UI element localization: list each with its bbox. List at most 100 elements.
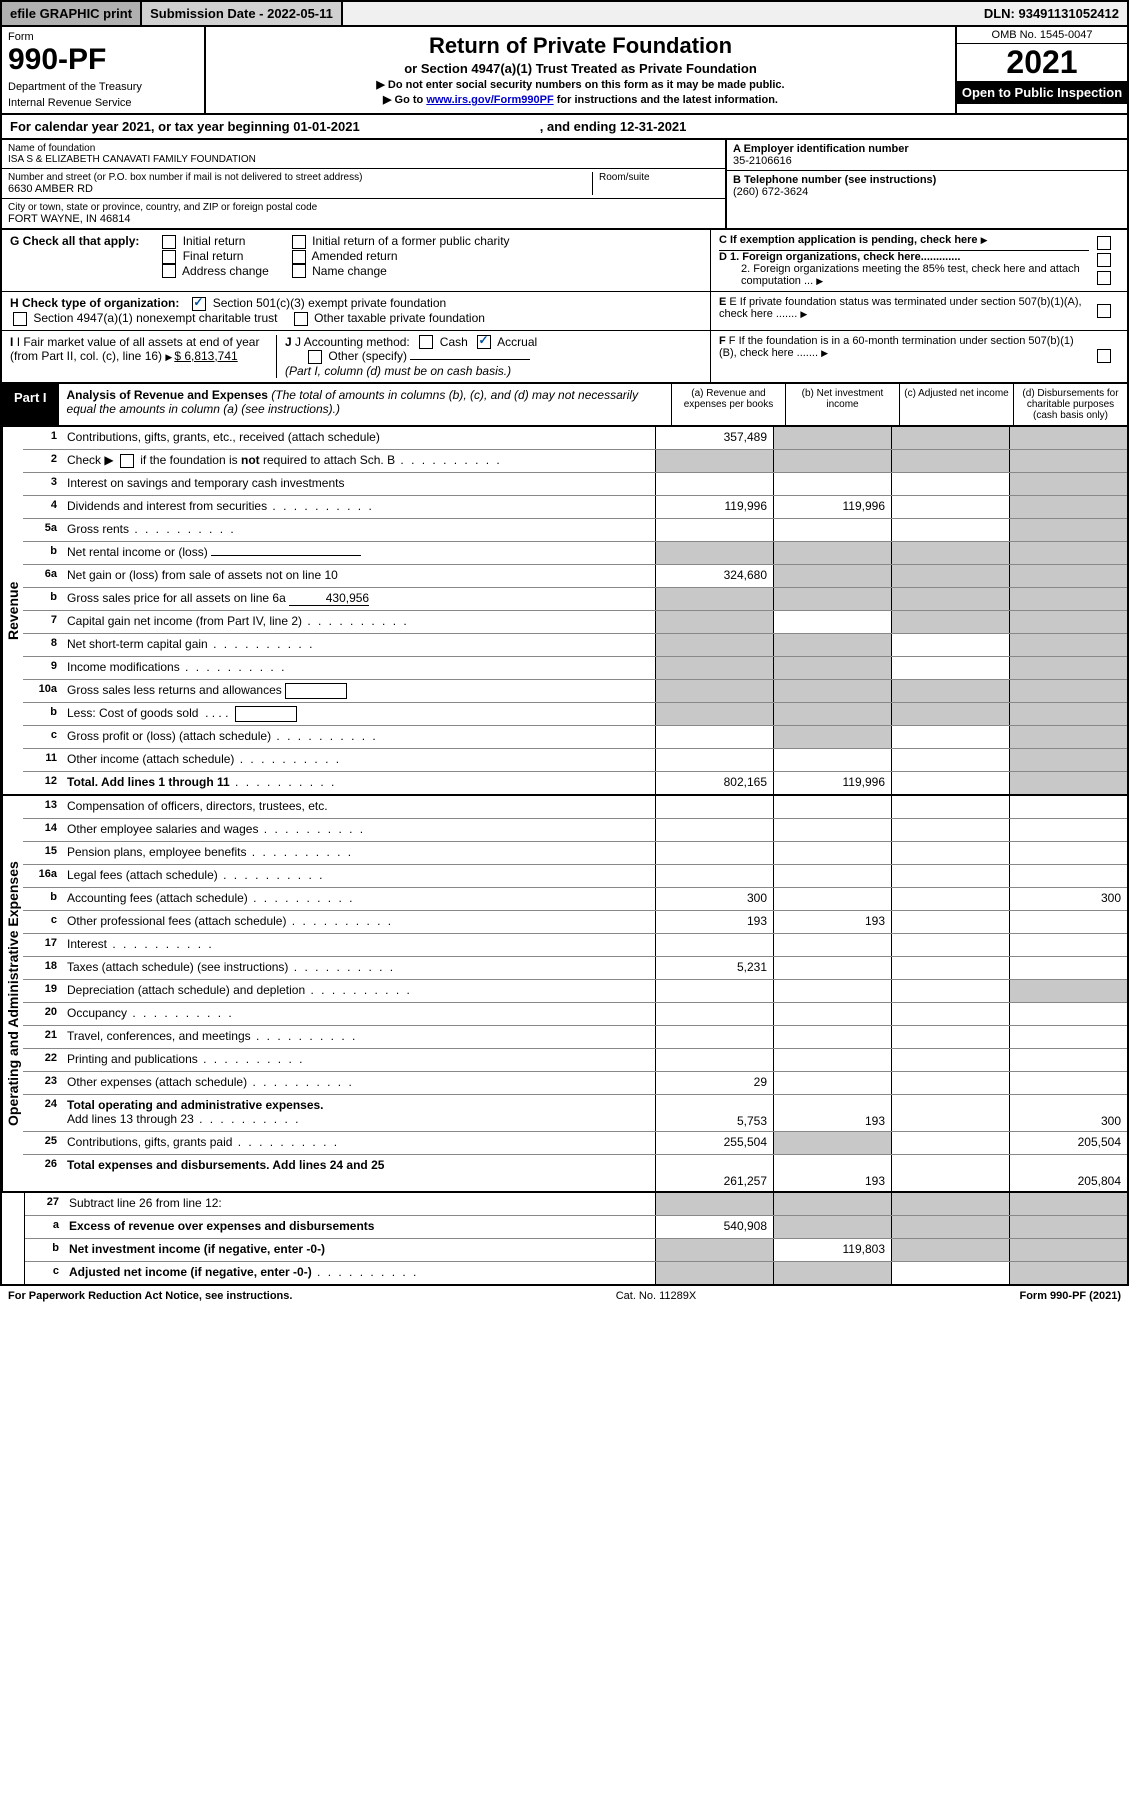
h-opt2: Section 4947(a)(1) nonexempt charitable … — [33, 311, 277, 325]
cb-501c3[interactable] — [192, 297, 206, 311]
footer-right: Form 990-PF (2021) — [1019, 1290, 1121, 1302]
g-opt5: Amended return — [311, 249, 397, 263]
line-14: 14 Other employee salaries and wages — [23, 818, 1127, 841]
line-1: 1 Contributions, gifts, grants, etc., re… — [23, 427, 1127, 449]
part1-desc: Analysis of Revenue and Expenses (The to… — [59, 384, 671, 425]
d2-label: 2. Foreign organizations meeting the 85%… — [741, 263, 1080, 287]
line-17: 17 Interest — [23, 933, 1127, 956]
tax-year: 2021 — [957, 44, 1127, 81]
d1-label: D 1. Foreign organizations, check here..… — [719, 251, 960, 263]
line-27-block: 27 Subtract line 26 from line 12: a Exce… — [0, 1193, 1129, 1286]
line-6a: 6a Net gain or (loss) from sale of asset… — [23, 564, 1127, 587]
g-opt6: Name change — [312, 264, 387, 278]
cb-other[interactable] — [308, 350, 322, 364]
expenses-side-label: Operating and Administrative Expenses — [2, 796, 23, 1191]
id-right: A Employer identification number 35-2106… — [725, 140, 1127, 228]
line-16c: c Other professional fees (attach schedu… — [23, 910, 1127, 933]
line-8: 8 Net short-term capital gain — [23, 633, 1127, 656]
cb-initial-return[interactable] — [162, 235, 176, 249]
note-pre: ▶ Go to — [383, 94, 426, 106]
note-ssn: ▶ Do not enter social security numbers o… — [210, 78, 951, 91]
title-box: Return of Private Foundation or Section … — [206, 27, 957, 113]
note-post: for instructions and the latest informat… — [554, 94, 778, 106]
line-18: 18 Taxes (attach schedule) (see instruct… — [23, 956, 1127, 979]
form-box: Form 990-PF Department of the Treasury I… — [2, 27, 206, 113]
c-label: C If exemption application is pending, c… — [719, 234, 978, 246]
cal-year-end: , and ending 12-31-2021 — [540, 119, 687, 134]
spacer-27 — [2, 1193, 25, 1284]
section-e: E E If private foundation status was ter… — [710, 292, 1127, 330]
form-word: Form — [8, 31, 198, 43]
col-b: (b) Net investment income — [785, 384, 899, 425]
col-c: (c) Adjusted net income — [899, 384, 1013, 425]
f-text: F If the foundation is in a 60-month ter… — [719, 335, 1074, 359]
line-7: 7 Capital gain net income (from Part IV,… — [23, 610, 1127, 633]
part1-header: Part I Analysis of Revenue and Expenses … — [0, 384, 1129, 427]
page-footer: For Paperwork Reduction Act Notice, see … — [0, 1286, 1129, 1306]
line-10c: c Gross profit or (loss) (attach schedul… — [23, 725, 1127, 748]
year-box: OMB No. 1545-0047 2021 Open to Public In… — [957, 27, 1127, 113]
cb-sch-b[interactable] — [120, 454, 134, 468]
g-opt2: Final return — [183, 249, 244, 263]
cb-d1[interactable] — [1097, 253, 1111, 267]
cb-final-return[interactable] — [162, 250, 176, 264]
line-27a: a Excess of revenue over expenses and di… — [25, 1215, 1127, 1238]
submission-date: Submission Date - 2022-05-11 — [142, 2, 343, 25]
revenue-side-label: Revenue — [2, 427, 23, 794]
id-left: Name of foundation ISA S & ELIZABETH CAN… — [2, 140, 725, 228]
line-16a: 16a Legal fees (attach schedule) — [23, 864, 1127, 887]
section-ij: I I Fair market value of all assets at e… — [2, 331, 710, 383]
line-15: 15 Pension plans, employee benefits — [23, 841, 1127, 864]
line-27b: b Net investment income (if negative, en… — [25, 1238, 1127, 1261]
cb-amended[interactable] — [292, 250, 306, 264]
irs-link[interactable]: www.irs.gov/Form990PF — [426, 94, 553, 106]
j-note: (Part I, column (d) must be on cash basi… — [285, 364, 511, 378]
footer-left: For Paperwork Reduction Act Notice, see … — [8, 1290, 292, 1302]
line-3: 3 Interest on savings and temporary cash… — [23, 472, 1127, 495]
line-23: 23 Other expenses (attach schedule) 29 — [23, 1071, 1127, 1094]
line-12: 12 Total. Add lines 1 through 11 802,165… — [23, 771, 1127, 794]
line-21: 21 Travel, conferences, and meetings — [23, 1025, 1127, 1048]
section-ij-f: I I Fair market value of all assets at e… — [0, 331, 1129, 385]
form-header: Form 990-PF Department of the Treasury I… — [0, 27, 1129, 115]
cb-4947[interactable] — [13, 312, 27, 326]
city-label: City or town, state or province, country… — [8, 202, 719, 213]
part1-title: Analysis of Revenue and Expenses — [67, 388, 268, 402]
name-label: Name of foundation — [8, 143, 719, 154]
j-other: Other (specify) — [328, 349, 407, 363]
cb-accrual[interactable] — [477, 335, 491, 349]
room-label: Room/suite — [599, 172, 719, 183]
line-26: 26 Total expenses and disbursements. Add… — [23, 1154, 1127, 1191]
h-label: H Check type of organization: — [10, 296, 179, 310]
line-10b: b Less: Cost of goods sold . . . . — [23, 702, 1127, 725]
cb-other-taxable[interactable] — [294, 312, 308, 326]
line-9: 9 Income modifications — [23, 656, 1127, 679]
expenses-body: 13 Compensation of officers, directors, … — [23, 796, 1127, 1191]
g-label: G Check all that apply: — [10, 234, 139, 248]
cb-cash[interactable] — [419, 335, 433, 349]
section-h-e: H Check type of organization: Section 50… — [0, 292, 1129, 331]
address-cell: Number and street (or P.O. box number if… — [2, 169, 725, 199]
identity-block: Name of foundation ISA S & ELIZABETH CAN… — [0, 140, 1129, 230]
cb-f[interactable] — [1097, 349, 1111, 363]
cb-name-change[interactable] — [292, 264, 306, 278]
line-2: 2 Check ▶ if the foundation is not requi… — [23, 449, 1127, 472]
revenue-table: Revenue 1 Contributions, gifts, grants, … — [0, 427, 1129, 796]
cb-address-change[interactable] — [162, 264, 176, 278]
calendar-year-row: For calendar year 2021, or tax year begi… — [0, 115, 1129, 140]
foundation-name: ISA S & ELIZABETH CANAVATI FAMILY FOUNDA… — [8, 154, 719, 165]
g-opt4: Initial return of a former public charit… — [312, 234, 509, 248]
line-24: 24 Total operating and administrative ex… — [23, 1094, 1127, 1131]
section-h: H Check type of organization: Section 50… — [2, 292, 710, 330]
j-accrual: Accrual — [497, 335, 537, 349]
cb-c[interactable] — [1097, 236, 1111, 250]
cb-d2[interactable] — [1097, 271, 1111, 285]
i-value: $ 6,813,741 — [174, 349, 237, 363]
form-number: 990-PF — [8, 43, 198, 77]
line-11: 11 Other income (attach schedule) — [23, 748, 1127, 771]
cb-e[interactable] — [1097, 304, 1111, 318]
cb-initial-former[interactable] — [292, 235, 306, 249]
line-4: 4 Dividends and interest from securities… — [23, 495, 1127, 518]
line-5b: b Net rental income or (loss) — [23, 541, 1127, 564]
e-text: E If private foundation status was termi… — [719, 296, 1082, 320]
